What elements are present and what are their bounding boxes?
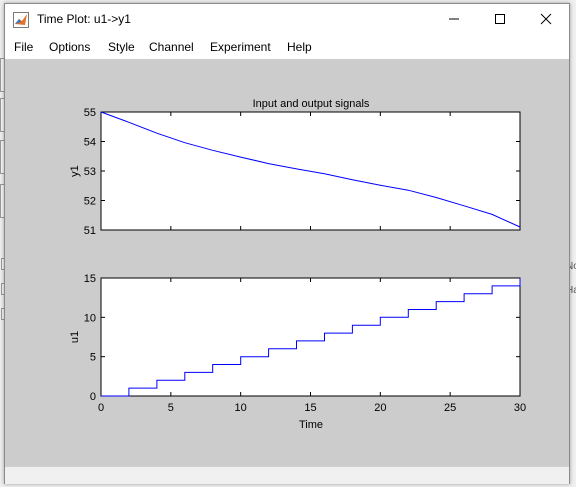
time-axis-label: Time — [299, 419, 323, 431]
time-xtick-label: 15 — [304, 402, 316, 414]
minimize-icon — [449, 18, 459, 20]
u1-signal-line — [101, 278, 521, 397]
u1-ytick-label: 0 — [90, 391, 96, 403]
menu-experiment[interactable]: Experiment — [210, 40, 271, 54]
u1-ytick-label: 10 — [84, 312, 96, 324]
background-label: Ha — [566, 285, 576, 296]
close-icon — [540, 13, 552, 25]
background-label: No — [566, 261, 576, 272]
y1-ytick-label: 55 — [84, 107, 96, 119]
menu-file[interactable]: File — [14, 40, 34, 54]
time-xtick-label: 10 — [235, 402, 247, 414]
y1-ytick-label: 51 — [84, 225, 96, 237]
plot-area: Input and output signals 51 52 53 54 55 y1 0… — [5, 59, 569, 466]
time-plot-window: Time Plot: u1->y1 File Options Style Cha… — [4, 3, 570, 484]
y1-ytick-label: 52 — [84, 196, 96, 208]
menu-style[interactable]: Style — [108, 40, 135, 54]
window-title: Time Plot: u1->y1 — [37, 12, 131, 26]
menu-bar: File Options Style Channel Experiment He… — [5, 34, 569, 59]
menu-options[interactable]: Options — [49, 40, 91, 54]
matlab-icon — [13, 12, 29, 28]
y1-axis-label: y1 — [69, 165, 81, 177]
time-xtick-label: 20 — [374, 402, 386, 414]
u1-ytick-label: 15 — [84, 273, 96, 285]
menu-help[interactable]: Help — [287, 40, 312, 54]
u1-axis-label: u1 — [69, 331, 81, 343]
maximize-icon — [495, 14, 505, 24]
time-xtick-label: 30 — [514, 402, 526, 414]
y1-signal-line — [100, 111, 521, 228]
maximize-button[interactable] — [477, 4, 523, 34]
close-button[interactable] — [523, 4, 569, 34]
u1-axes[interactable] — [100, 277, 521, 397]
u1-ytick-label: 5 — [90, 352, 96, 364]
time-xtick-label: 0 — [98, 402, 104, 414]
time-xtick-label: 5 — [168, 402, 174, 414]
y1-ytick-label: 53 — [84, 166, 96, 178]
minimize-button[interactable] — [431, 4, 477, 34]
y1-ytick-label: 54 — [84, 137, 96, 149]
menu-channel[interactable]: Channel — [149, 40, 194, 54]
status-bar — [5, 466, 569, 484]
plot-title: Input and output signals — [253, 98, 370, 110]
time-xtick-label: 25 — [444, 402, 456, 414]
title-bar[interactable]: Time Plot: u1->y1 — [5, 4, 569, 34]
